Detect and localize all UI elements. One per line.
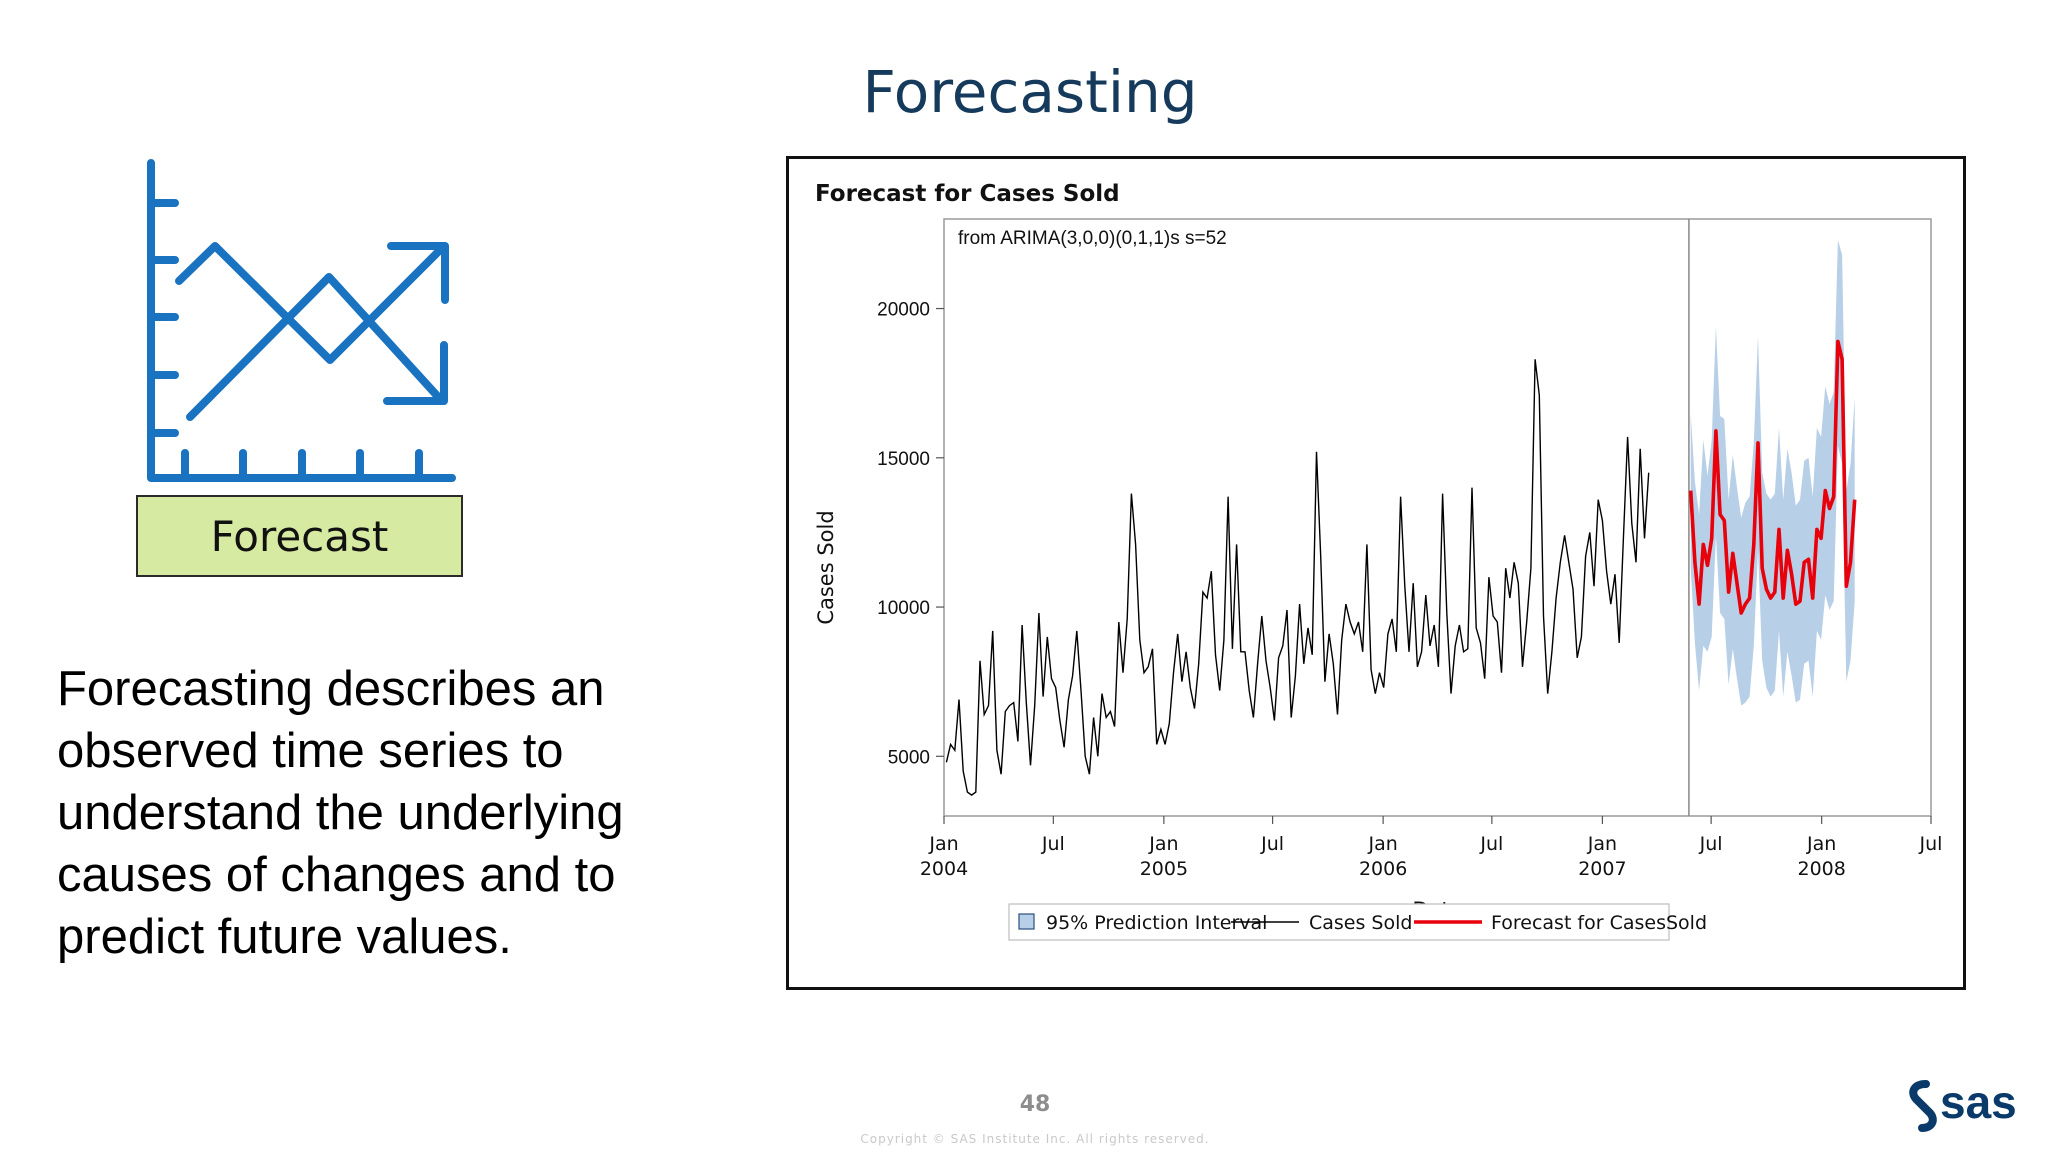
legend-label-observed: Cases Sold — [1309, 912, 1412, 934]
copyright-notice: Copyright © SAS Institute Inc. All right… — [860, 1132, 1210, 1146]
y-tick-label: 10000 — [877, 598, 930, 619]
slide-title: Forecasting — [862, 58, 1198, 126]
x-tick-year-label: 2004 — [920, 858, 968, 880]
legend-swatch-interval — [1018, 913, 1035, 930]
sas-logo-text: sas — [1940, 1078, 2017, 1128]
forecast-chart-icon — [135, 155, 465, 485]
x-tick-label: Jan — [1806, 833, 1836, 855]
x-tick-year-label: 2006 — [1359, 858, 1407, 880]
x-tick-label: Jul — [1260, 833, 1284, 855]
legend-box — [1008, 903, 1670, 941]
x-tick-label: Jul — [1041, 833, 1065, 855]
y-axis-label: Cases Sold — [814, 510, 838, 624]
x-tick-label: Jan — [1148, 833, 1178, 855]
x-tick-label: Jul — [1919, 833, 1943, 855]
cases-sold-line — [945, 359, 1650, 796]
forecast-chart: Forecast for Cases Sold from ARIMA(3,0,0)… — [786, 156, 1966, 990]
x-tick-year-label: 2008 — [1797, 858, 1845, 880]
y-tick-label: 5000 — [888, 747, 930, 768]
legend-label-interval: 95% Prediction Interval — [1046, 912, 1267, 934]
y-tick-label: 15000 — [877, 449, 930, 470]
forecast-line — [1688, 339, 1857, 615]
x-tick-year-label: 2005 — [1140, 858, 1188, 880]
y-tick-label: 20000 — [877, 300, 930, 321]
page-number: 48 — [1019, 1092, 1051, 1117]
x-tick-label: Jul — [1479, 833, 1503, 855]
x-tick-year-label: 2007 — [1578, 858, 1626, 880]
description-text: Forecasting describes an observed time s… — [57, 662, 624, 964]
chart-title: Forecast for Cases Sold — [815, 181, 1120, 207]
x-tick-label: Jul — [1699, 833, 1723, 855]
plot-area — [943, 218, 1932, 817]
x-tick-label: Jan — [1367, 833, 1397, 855]
legend-label-forecast: Forecast for CasesSold — [1491, 912, 1707, 934]
forecast-label-box: Forecast — [136, 495, 463, 577]
sas-logo: sas — [1906, 1076, 2036, 1134]
x-tick-label: Jan — [928, 833, 958, 855]
model-annotation: from ARIMA(3,0,0)(0,1,1)s s=52 — [958, 228, 1227, 249]
x-tick-label: Jan — [1587, 833, 1617, 855]
